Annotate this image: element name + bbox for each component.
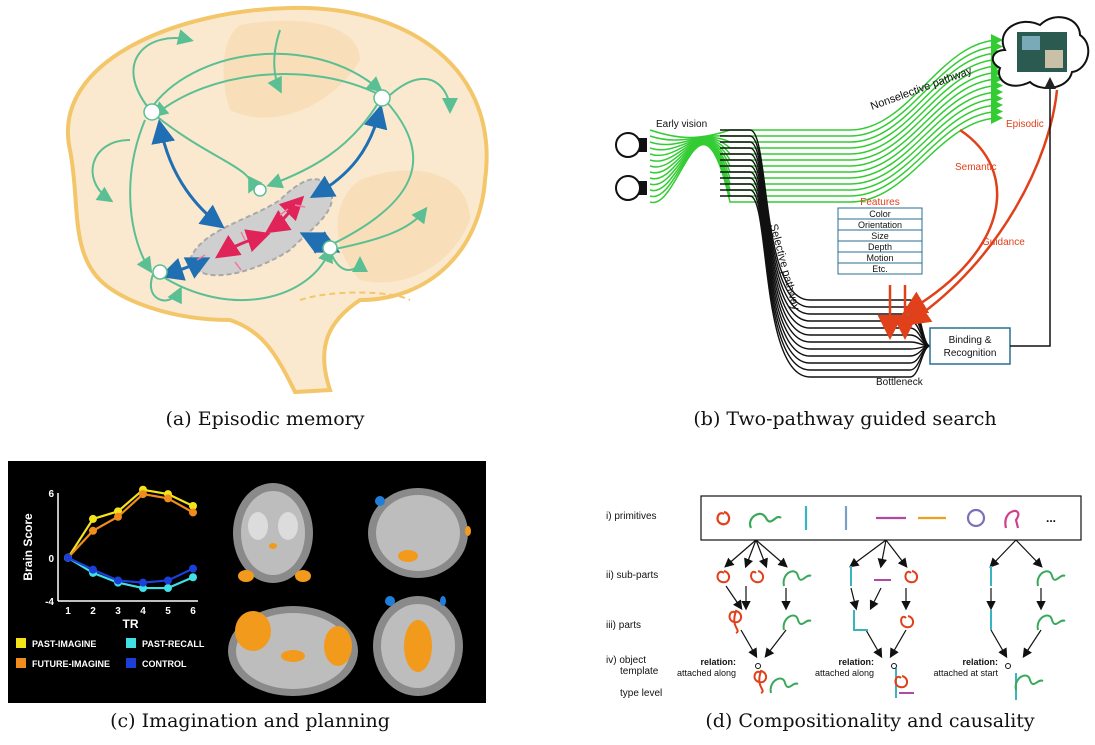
caption-a: (a) Episodic memory: [165, 408, 365, 430]
data-point: [139, 490, 147, 499]
semantic-label: Semantic: [955, 162, 997, 173]
panel-compositionality: i) primitives ii) sub-parts iii) parts i…: [606, 478, 1086, 708]
relation-text-1: attached along: [677, 668, 736, 678]
binding-label-2: Recognition: [944, 348, 997, 359]
legend-label: PAST-IMAGINE: [32, 639, 96, 649]
data-point: [189, 573, 197, 582]
data-point: [164, 576, 172, 585]
relation-title-2: relation:: [838, 657, 874, 667]
brain-scan-sagittal-bottom: [228, 606, 358, 696]
y-axis-label: Brain Score: [21, 513, 35, 581]
panel-guided-search: Early vision Nonselective pathway Select…: [610, 10, 1090, 395]
brain-region-shade: [223, 20, 360, 118]
data-point: [89, 565, 97, 574]
relation-text-2: attached along: [815, 668, 874, 678]
data-point: [139, 578, 147, 587]
caption-c: (c) Imagination and planning: [110, 710, 390, 732]
row-label-parts: iii) parts: [606, 620, 641, 631]
guidance-label: Guidance: [982, 237, 1025, 248]
legend-label: CONTROL: [142, 659, 187, 669]
y-tick-label: 0: [48, 554, 54, 565]
series-line: [67, 488, 194, 559]
data-point: [189, 501, 197, 510]
x-tick-label: 2: [90, 606, 96, 617]
episodic-label: Episodic: [1006, 119, 1044, 130]
caption-b: (b) Two-pathway guided search: [693, 408, 997, 430]
eye-icon-top: [615, 132, 647, 158]
x-axis-label: TR: [123, 617, 139, 631]
guided-search-diagram: Early vision Nonselective pathway Select…: [615, 16, 1090, 388]
nonselective-lines: [649, 34, 1003, 204]
data-point: [189, 564, 197, 573]
relation-title-3: relation:: [962, 657, 998, 667]
brain-region-shade-2: [337, 170, 470, 283]
data-point: [89, 526, 97, 535]
data-point: [114, 512, 122, 521]
type-level-label: type level: [620, 688, 662, 699]
panel-imagination: 6 0 -4 1 2 3 4 5 6 TR Brain Score PAST-IMAGINE FUTUR…: [8, 461, 486, 703]
legend-swatch: [16, 638, 26, 648]
legend-label: PAST-RECALL: [142, 639, 205, 649]
binding-label-1: Binding &: [949, 335, 992, 346]
data-point: [164, 494, 172, 503]
feature-label: Color: [869, 209, 891, 219]
feature-label: Depth: [868, 242, 892, 252]
series-line: [67, 556, 194, 590]
series-line: [67, 556, 194, 584]
early-vision-label: Early vision: [656, 119, 707, 130]
data-point: [89, 514, 97, 523]
legend-swatch: [16, 658, 26, 668]
bottleneck-label: Bottleneck: [876, 377, 924, 388]
selective-lines: [720, 129, 931, 378]
brain-scans: [228, 483, 471, 696]
brain-scan-coronal-top: [233, 483, 313, 583]
brain-scan-coronal-bottom: [373, 596, 463, 696]
primitives-ellipsis: ...: [1046, 511, 1056, 525]
brain-score-chart: 6 0 -4 1 2 3 4 5 6 TR Brain Score PAST-IMAGINE FUTUR…: [16, 485, 205, 669]
x-tick-label: 5: [165, 606, 171, 617]
feature-label: Motion: [866, 253, 893, 263]
feature-label: Etc.: [872, 264, 888, 274]
data-point: [64, 553, 72, 562]
features-title: Features: [860, 197, 899, 208]
data-point: [114, 576, 122, 585]
y-tick-label: -4: [45, 597, 54, 608]
series-line: [67, 492, 194, 559]
feature-label: Size: [871, 231, 889, 241]
caption-d: (d) Compositionality and causality: [705, 710, 1035, 732]
legend-swatch: [126, 638, 136, 648]
feature-cell: [837, 262, 923, 275]
y-tick-label: 6: [48, 489, 54, 500]
x-tick-label: 6: [190, 606, 196, 617]
data-point: [164, 584, 172, 593]
eye-icon-bottom: [615, 175, 647, 201]
relation-text-3: attached at start: [933, 668, 998, 678]
row-label-primitives: i) primitives: [606, 511, 657, 522]
legend-label: FUTURE-IMAGINE: [32, 659, 110, 669]
row-label-template: template: [620, 666, 659, 677]
brain-scan-sagittal-top: [368, 488, 471, 578]
legend-swatch: [126, 658, 136, 668]
binding-box: [929, 327, 1011, 365]
relation-title-1: relation:: [700, 657, 736, 667]
data-point: [189, 508, 197, 517]
cerebellum: [299, 291, 411, 301]
feature-label: Orientation: [858, 220, 902, 230]
episodic-memory-diagram: [66, 5, 489, 395]
row-label-object: iv) object: [606, 655, 646, 666]
compositionality-diagram: i) primitives ii) sub-parts iii) parts i…: [606, 495, 1082, 700]
panel-episodic-memory: [30, 0, 500, 400]
x-tick-label: 3: [115, 606, 121, 617]
row-label-subparts: ii) sub-parts: [606, 570, 658, 581]
x-tick-label: 1: [65, 606, 71, 617]
x-tick-label: 4: [140, 606, 146, 617]
